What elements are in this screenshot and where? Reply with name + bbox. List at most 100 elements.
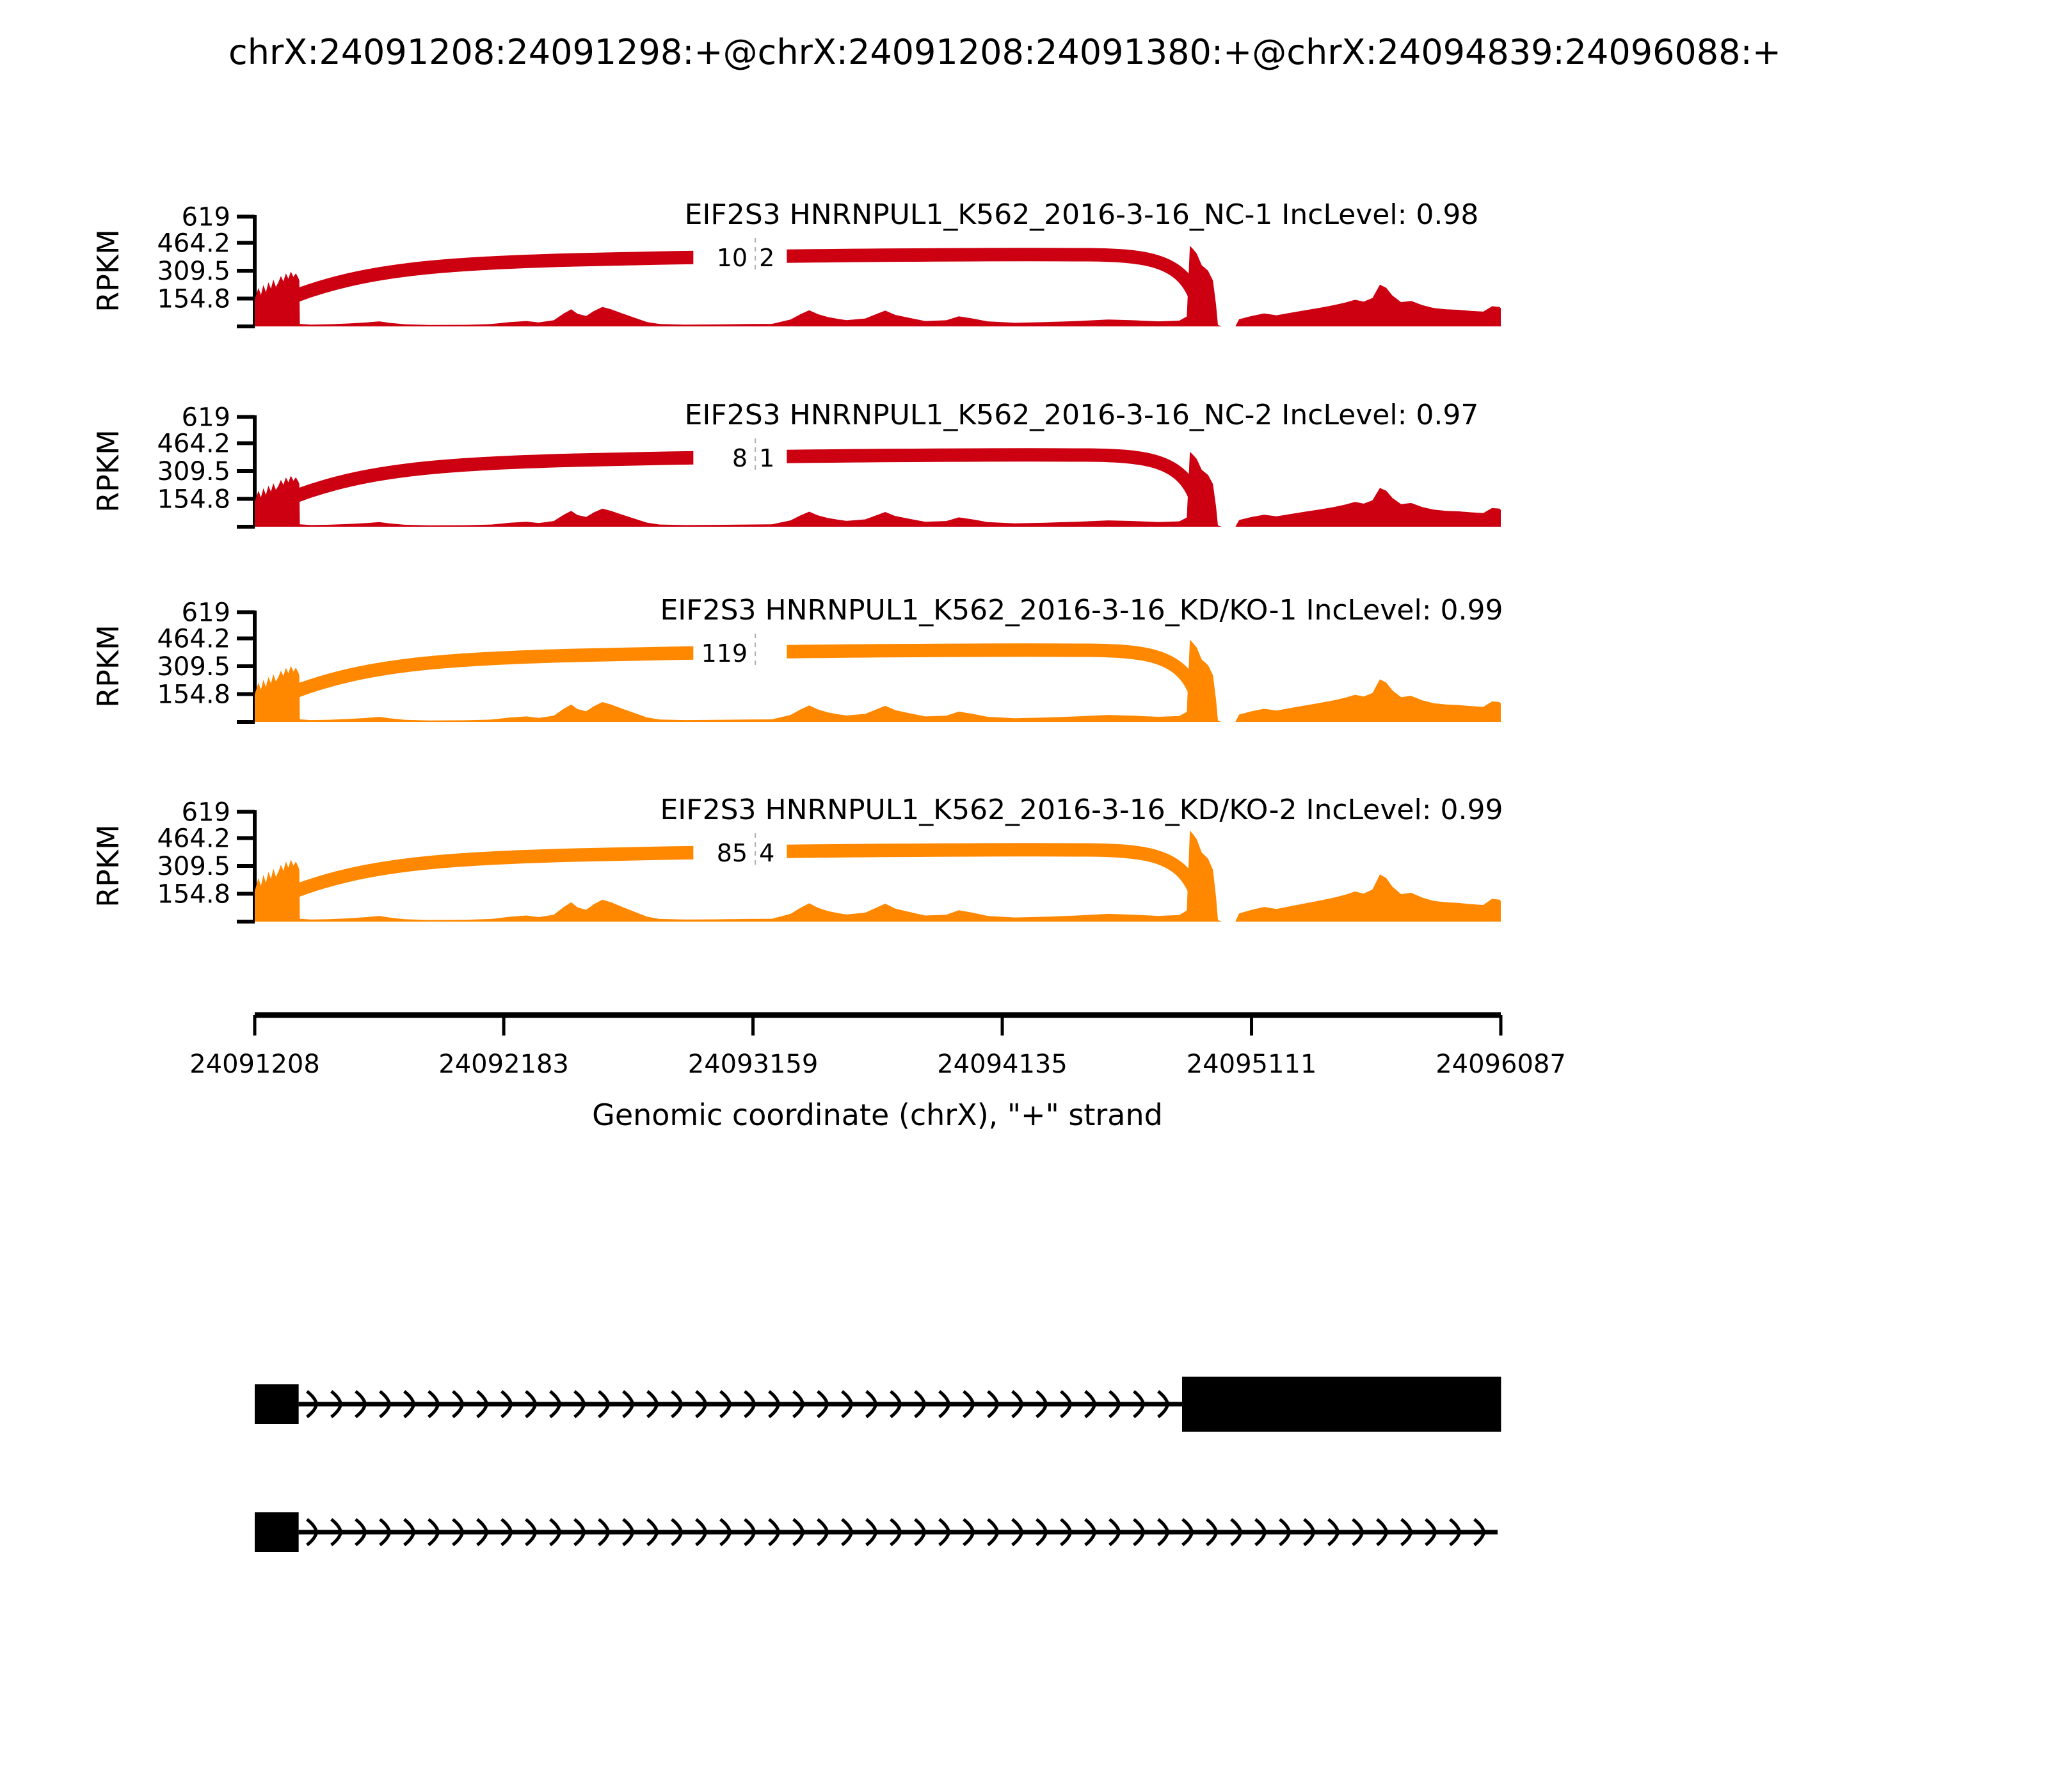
track-title: EIF2S3 HNRNPUL1_K562_2016-3-16_NC-2 IncL… [685, 399, 1479, 431]
coverage-tracks: EIF2S3 HNRNPUL1_K562_2016-3-16_NC-1 IncL… [91, 198, 1503, 924]
y-tick-label: 464.2 [157, 625, 230, 654]
x-tick-label: 24094135 [937, 1050, 1068, 1079]
strand-arrow-chevron [500, 1390, 513, 1418]
y-tick-label: 309.5 [157, 652, 230, 682]
strand-arrow-chevron [987, 1390, 1000, 1418]
strand-arrow-chevron [549, 1518, 562, 1546]
strand-arrow-chevron [622, 1390, 635, 1418]
sashimi-track: EIF2S3 HNRNPUL1_K562_2016-3-16_NC-2 IncL… [91, 399, 1501, 529]
y-tick-label: 309.5 [157, 852, 230, 881]
strand-arrow-chevron [525, 1518, 538, 1546]
strand-arrow-chevron [695, 1390, 708, 1418]
strand-arrow-chevron [695, 1518, 708, 1546]
junction-label-gap [693, 631, 787, 668]
y-tick-label: 464.2 [157, 429, 230, 459]
y-axis-title: RPKM [91, 824, 125, 908]
exon-box [255, 1384, 299, 1424]
strand-arrow-chevron [1036, 1390, 1048, 1418]
junction-label-gap [693, 831, 787, 868]
strand-arrow-chevron [573, 1518, 586, 1546]
strand-arrow-chevron [428, 1390, 440, 1418]
strand-arrow-chevron [1303, 1518, 1316, 1546]
strand-arrow-chevron [719, 1390, 732, 1418]
x-tick-label: 24091208 [189, 1050, 320, 1079]
strand-arrow-chevron [500, 1518, 513, 1546]
x-axis-label: Genomic coordinate (chrX), "+" strand [592, 1098, 1163, 1132]
strand-arrow-chevron [379, 1390, 392, 1418]
y-tick-label: 154.8 [157, 680, 230, 709]
coverage-area [255, 639, 1501, 722]
strand-arrow-chevron [330, 1390, 343, 1418]
strand-arrow-chevron [1157, 1518, 1170, 1546]
strand-arrow-chevron [1084, 1390, 1097, 1418]
strand-arrow-chevron [1036, 1518, 1048, 1546]
strand-arrow-chevron [403, 1518, 416, 1546]
strand-arrow-chevron [768, 1518, 781, 1546]
strand-arrow-chevron [987, 1518, 1000, 1546]
track-title: EIF2S3 HNRNPUL1_K562_2016-3-16_KD/KO-2 I… [660, 794, 1503, 826]
y-tick-label: 619 [182, 598, 230, 628]
strand-arrow-chevron [646, 1518, 659, 1546]
y-axis-title: RPKM [91, 429, 125, 513]
strand-arrow-chevron [598, 1518, 611, 1546]
sashimi-track: EIF2S3 HNRNPUL1_K562_2016-3-16_NC-1 IncL… [91, 198, 1501, 328]
strand-arrow-chevron [1254, 1518, 1267, 1546]
strand-arrow-chevron [1133, 1518, 1146, 1546]
y-tick-label: 619 [182, 798, 230, 828]
y-tick-label: 154.8 [157, 284, 230, 314]
strand-arrow-chevron [1327, 1518, 1340, 1546]
strand-arrow-chevron [963, 1390, 975, 1418]
y-tick-label: 154.8 [157, 484, 230, 514]
strand-arrow-chevron [598, 1390, 611, 1418]
strand-arrow-chevron [792, 1518, 805, 1546]
track-title: EIF2S3 HNRNPUL1_K562_2016-3-16_NC-1 IncL… [685, 198, 1479, 231]
exon-box [255, 1512, 299, 1552]
sashimi-track: EIF2S3 HNRNPUL1_K562_2016-3-16_KD/KO-1 I… [91, 594, 1503, 724]
strand-arrow-chevron [1400, 1518, 1413, 1546]
y-tick-label: 464.2 [157, 824, 230, 854]
y-tick-label: 309.5 [157, 457, 230, 486]
transcript-row [255, 1377, 1501, 1432]
strand-arrow-chevron [1279, 1518, 1292, 1546]
y-tick-label: 309.5 [157, 257, 230, 286]
coverage-area [255, 246, 1501, 326]
y-tick-label: 154.8 [157, 879, 230, 909]
strand-arrow-chevron [403, 1390, 416, 1418]
strand-arrow-chevron [841, 1518, 854, 1546]
strand-arrow-chevron [1011, 1390, 1024, 1418]
junction-count: 10 [717, 244, 748, 272]
transcript-row [255, 1512, 1498, 1552]
strand-arrow-chevron [306, 1390, 319, 1418]
coverage-area [255, 830, 1501, 922]
strand-arrow-chevron [841, 1390, 854, 1418]
strand-arrow-chevron [768, 1390, 781, 1418]
junction-count: 85 [717, 839, 748, 867]
strand-arrow-chevron [1011, 1518, 1024, 1546]
strand-arrow-chevron [1473, 1518, 1486, 1546]
junction-count: 119 [701, 639, 748, 668]
strand-arrow-chevron [744, 1518, 756, 1546]
strand-arrow-chevron [622, 1518, 635, 1546]
strand-arrow-chevron [963, 1518, 975, 1546]
x-tick-label: 24093159 [688, 1050, 819, 1079]
strand-arrow-chevron [1133, 1390, 1146, 1418]
track-title: EIF2S3 HNRNPUL1_K562_2016-3-16_KD/KO-1 I… [660, 594, 1503, 627]
strand-arrow-chevron [355, 1518, 367, 1546]
strand-arrow-chevron [476, 1390, 489, 1418]
strand-arrow-chevron [1157, 1390, 1170, 1418]
strand-arrow-chevron [330, 1518, 343, 1546]
strand-arrow-chevron [1084, 1518, 1097, 1546]
y-tick-label: 619 [182, 403, 230, 433]
y-tick-label: 464.2 [157, 229, 230, 259]
strand-arrow-chevron [379, 1518, 392, 1546]
y-tick-label: 619 [182, 203, 230, 232]
figure-title: chrX:24091208:24091298:+@chrX:24091208:2… [228, 32, 1781, 72]
strand-arrow-chevron [671, 1390, 684, 1418]
junction-count: 8 [732, 444, 748, 472]
strand-arrow-chevron [525, 1390, 538, 1418]
strand-arrow-chevron [817, 1518, 829, 1546]
gene-model [255, 1377, 1501, 1552]
strand-arrow-chevron [890, 1390, 902, 1418]
strand-arrow-chevron [938, 1390, 951, 1418]
